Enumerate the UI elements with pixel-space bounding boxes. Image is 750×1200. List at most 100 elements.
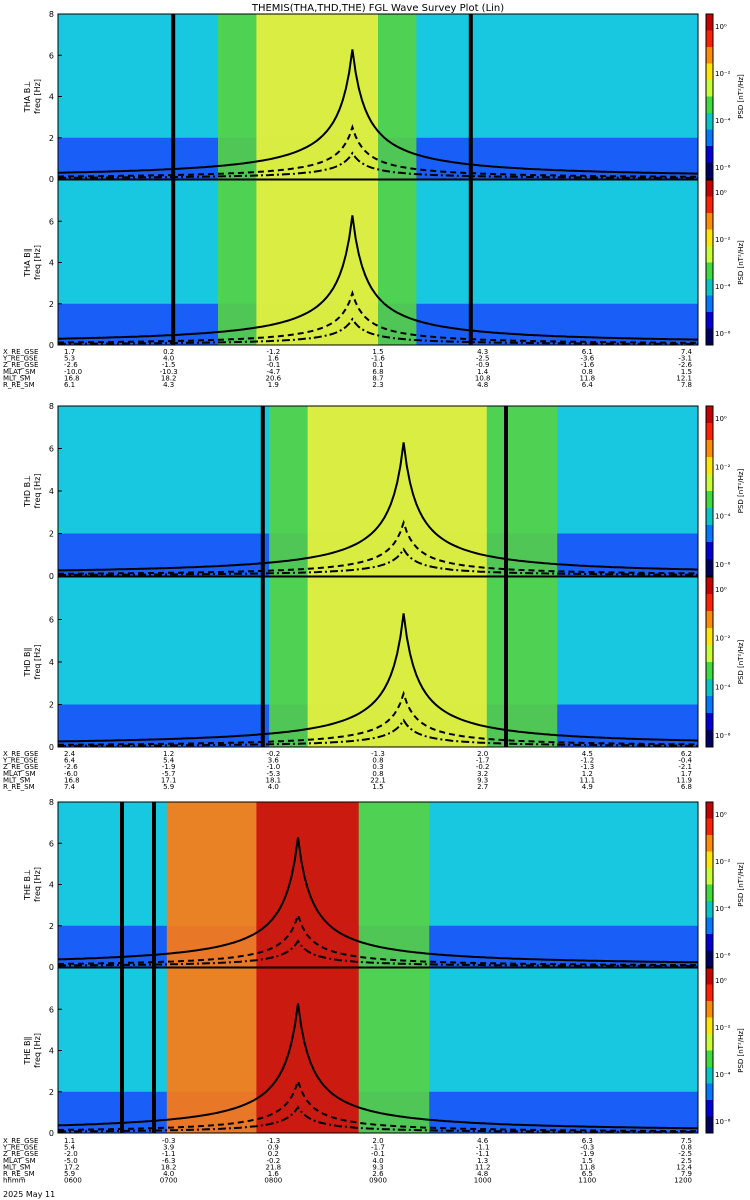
ephemeris-value: 17.1 bbox=[161, 776, 177, 784]
ephemeris-value: 17.2 bbox=[64, 1163, 80, 1171]
ephemeris-value: 1.1 bbox=[64, 1137, 75, 1145]
ephemeris-value: 3.2 bbox=[477, 770, 488, 778]
ephemeris-value: -1.3 bbox=[580, 763, 594, 771]
ephemeris-value: 5.3 bbox=[64, 355, 75, 363]
ephemeris-value: 2.7 bbox=[477, 783, 488, 791]
ephemeris-value: -1.2 bbox=[266, 348, 280, 356]
colorbar-segment bbox=[706, 129, 713, 147]
colorbar-tick-label: 10⁰ bbox=[715, 189, 727, 197]
data-gap-spike-2 bbox=[468, 14, 473, 179]
ephemeris-value: -2.1 bbox=[678, 763, 692, 771]
ephemeris-value: -0.2 bbox=[266, 750, 280, 758]
ephemeris-value: 18.2 bbox=[161, 374, 177, 382]
colorbar-segment bbox=[706, 1034, 713, 1051]
ephemeris-value: -4.7 bbox=[266, 368, 280, 376]
gyrofrequency-curve-2 bbox=[58, 690, 698, 746]
colorbar-tick-label: 10⁻² bbox=[715, 858, 731, 866]
colorbar-segment bbox=[706, 80, 713, 97]
colorbar-segment bbox=[706, 457, 713, 475]
ephemeris-value: -10.0 bbox=[64, 368, 82, 376]
colorbar-segment bbox=[706, 594, 713, 612]
spectrogram-panel-thd-bperp: 0 2 4 6 8 THD B⊥ freq [Hz] 10⁰ 10⁻² 10⁻⁴ 10⁻⁶ PSD [… bbox=[23, 402, 745, 581]
ephemeris-value: -0.9 bbox=[476, 361, 490, 369]
y-tick-label: 6 bbox=[49, 51, 54, 60]
gyrofrequency-curve-2 bbox=[58, 124, 698, 178]
colorbar-segment bbox=[706, 559, 713, 577]
ephemeris-value: -2.6 bbox=[64, 361, 78, 369]
ephemeris-value: 11.9 bbox=[676, 776, 692, 784]
ephemeris-value: 11.8 bbox=[580, 374, 596, 382]
ephemeris-value: 9.3 bbox=[477, 776, 488, 784]
gyrofrequency-curve-2 bbox=[58, 519, 698, 575]
y-tick-label: 6 bbox=[49, 445, 54, 454]
ephemeris-row-label: R_RE_SM bbox=[3, 783, 35, 791]
ephemeris-value: 1.7 bbox=[681, 770, 692, 778]
colorbar-label: PSD [nT²/Hz] bbox=[737, 74, 745, 119]
colorbar-label: PSD [nT²/Hz] bbox=[737, 639, 745, 684]
colorbar-segment bbox=[706, 696, 713, 714]
ephemeris-value: 4.8 bbox=[477, 1170, 488, 1178]
ephemeris-value: 6.1 bbox=[64, 381, 75, 389]
colorbar-segment bbox=[706, 423, 713, 441]
panel-ylabel: THE B⊥ bbox=[23, 869, 32, 901]
ephemeris-value: -2.5 bbox=[476, 355, 490, 363]
ephemeris-row-label: Z_RE_GSE bbox=[3, 361, 38, 369]
y-tick-label: 4 bbox=[49, 259, 54, 268]
ephemeris-value: 6.4 bbox=[582, 381, 594, 389]
y-tick-label: 6 bbox=[49, 217, 54, 226]
y-tick-label: 2 bbox=[49, 530, 54, 539]
colorbar-frame bbox=[705, 576, 714, 748]
ephemeris-value: 1.6 bbox=[268, 1170, 280, 1178]
colorbar-tick-label: 10⁰ bbox=[715, 977, 727, 985]
y-tick-label: 6 bbox=[49, 839, 54, 848]
ephemeris-value: 1.2 bbox=[582, 770, 593, 778]
colorbar-segment bbox=[706, 146, 713, 163]
colorbar-segment bbox=[706, 1001, 713, 1018]
colorbar-segment bbox=[706, 96, 713, 114]
ephemeris-value: 3.6 bbox=[268, 757, 280, 765]
ephemeris-value: -0.1 bbox=[371, 1150, 385, 1158]
data-gap-spike-2 bbox=[504, 577, 508, 747]
ephemeris-value: 0.2 bbox=[268, 1150, 279, 1158]
y-tick-label: 8 bbox=[49, 10, 54, 19]
ephemeris-value: 18.2 bbox=[161, 1163, 177, 1171]
ephemeris-value: 4.9 bbox=[582, 783, 593, 791]
ephemeris-value: 7.8 bbox=[681, 381, 692, 389]
ephemeris-value: 4.0 bbox=[268, 783, 279, 791]
colorbar-tick-label: 10⁻⁶ bbox=[715, 952, 731, 960]
ephemeris-value: 0700 bbox=[160, 1177, 178, 1185]
y-tick-label: 0 bbox=[49, 1129, 54, 1138]
ephemeris-value: 1.2 bbox=[163, 750, 174, 758]
gyrofrequency-curve-1 bbox=[58, 613, 698, 743]
ephemeris-value: -0.2 bbox=[266, 1157, 280, 1165]
colorbar-segment bbox=[706, 713, 713, 731]
ephemeris-value: 16.8 bbox=[64, 776, 80, 784]
colorbar-tick-label: 10⁻² bbox=[715, 70, 731, 78]
colorbar-label: PSD [nT²/Hz] bbox=[737, 862, 745, 907]
colorbar-segment bbox=[706, 611, 713, 629]
gyrofrequency-curve-3 bbox=[58, 317, 698, 345]
ephemeris-value: 5.4 bbox=[163, 757, 175, 765]
colorbar-frame bbox=[705, 967, 714, 1134]
data-gap-spike-2 bbox=[152, 968, 156, 1133]
colorbar-segment bbox=[706, 934, 713, 951]
colorbar-segment bbox=[706, 328, 713, 346]
colorbar-label: PSD [nT²/Hz] bbox=[737, 1028, 745, 1073]
ephemeris-value: 1.6 bbox=[268, 355, 280, 363]
ephemeris-value: -1.6 bbox=[371, 355, 385, 363]
spectrogram-panel-tha-bperp: 0 2 4 6 8 THA B⊥ freq [Hz] 10⁰ 10⁻² 10⁻⁴ 10⁻⁶ PSD [… bbox=[23, 10, 745, 184]
colorbar-tick-label: 10⁻⁶ bbox=[715, 561, 731, 569]
colorbar-segment bbox=[706, 262, 713, 280]
ephemeris-value: 1.5 bbox=[372, 783, 383, 791]
ephemeris-value: 2.3 bbox=[372, 381, 383, 389]
ephemeris-value: 0.8 bbox=[372, 757, 383, 765]
ephemeris-value: 1.5 bbox=[372, 348, 383, 356]
ephemeris-table-3: X_RE_GSE 1.1 -0.3 -1.3 2.0 4.6 6.3 7.5 Y_RE_GSE 5… bbox=[2, 1137, 693, 1185]
activity-band bbox=[358, 802, 430, 967]
ephemeris-value: 7.5 bbox=[681, 1137, 692, 1145]
ephemeris-value: 1200 bbox=[674, 1177, 692, 1185]
ephemeris-value: 4.8 bbox=[477, 381, 488, 389]
spectrogram-panel-the-bpar: 0 2 4 6 THE B∥ freq [Hz] 10⁰ 10⁻² 10⁻⁴ 10⁻⁶ PSD [n… bbox=[23, 967, 745, 1138]
ephemeris-value: -1.9 bbox=[580, 1150, 594, 1158]
ephemeris-value: 6.5 bbox=[582, 1170, 593, 1178]
